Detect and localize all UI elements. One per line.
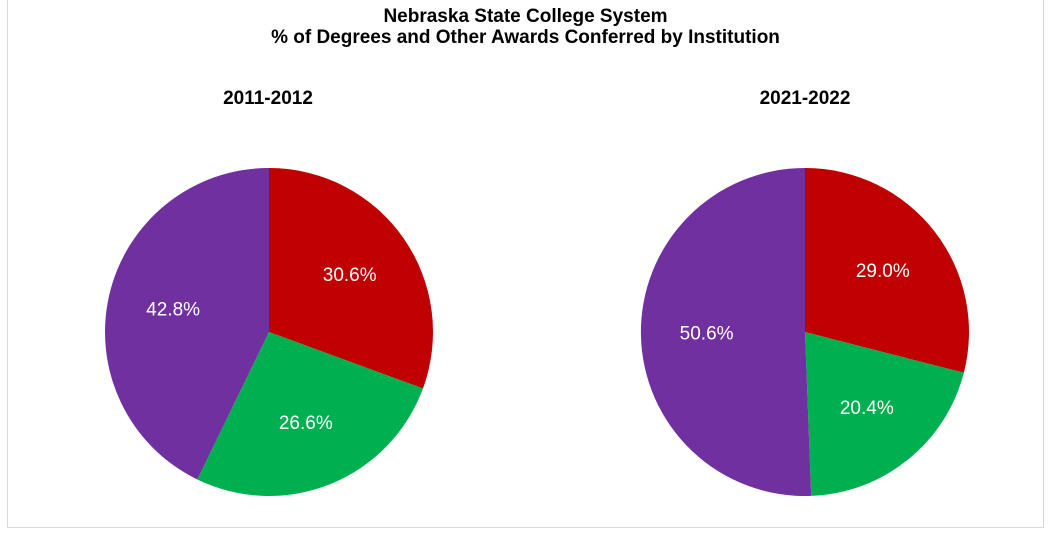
pie-left-slice-1 [269,168,433,389]
pie-right-slice-3 [640,167,812,496]
chart-title: Nebraska State College System % of Degre… [8,6,1043,48]
chart-title-line-2: % of Degrees and Other Awards Conferred … [271,27,780,48]
pie-left-subtitle: 2011-2012 [223,88,313,109]
pie-right-subtitle: 2021-2022 [759,88,851,109]
pie-right-slice-2 [805,332,964,496]
pie-left-slice-3-label: 42.8% [146,299,200,320]
chart-frame: Nebraska State College System % of Degre… [7,0,1044,528]
pie-right-slice-1 [805,168,970,373]
pie-left-slice-1-label: 30.6% [323,265,377,286]
pie-left-slice-3 [105,168,270,480]
pie-left: 30.6% 26.6% 42.8% [105,168,433,496]
pie-left-slice-2-label: 26.6% [279,413,333,434]
pie-right: 29.0% 20.4% 50.6% [640,167,970,496]
pie-right-slice-3-label: 50.6% [680,323,734,344]
pie-right-slice-2-label: 20.4% [840,398,894,419]
pie-right-slice-1-label: 29.0% [856,261,910,282]
chart-title-line-1: Nebraska State College System [383,6,668,27]
pie-left-slice-2 [197,332,423,496]
pie-charts-svg: 30.6% 26.6% 42.8% 29.0% 20.4% 50.6% [105,167,970,496]
